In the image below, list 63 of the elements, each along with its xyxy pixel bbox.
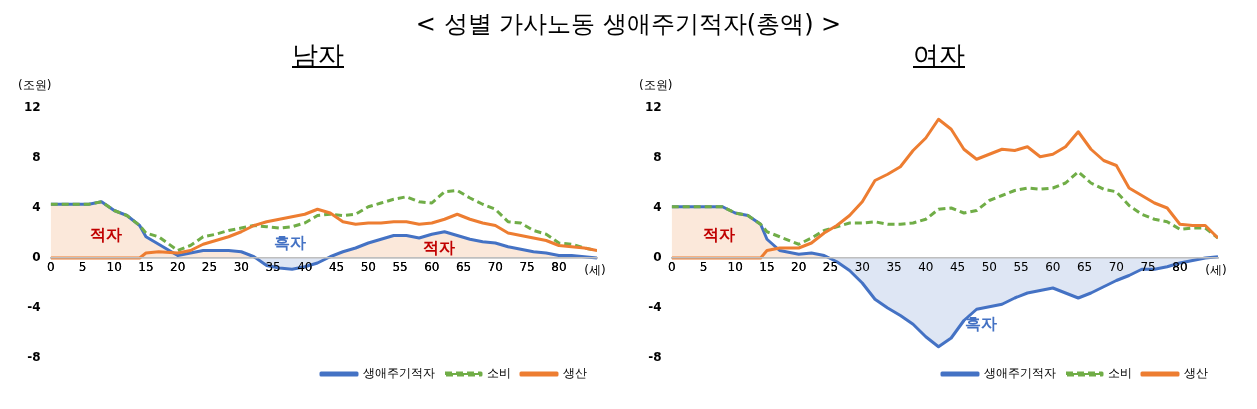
y-tick-label: 0 bbox=[653, 250, 662, 265]
annotation: 흑자 bbox=[274, 233, 307, 253]
y-tick-label: 4 bbox=[653, 200, 662, 215]
legend-label: 소비 bbox=[1108, 366, 1132, 381]
x-tick-label: 30 bbox=[233, 260, 249, 275]
y-tick-label: -4 bbox=[648, 300, 662, 315]
x-tick-label: 50 bbox=[981, 260, 997, 275]
x-tick-label: 55 bbox=[1013, 260, 1029, 275]
x-tick-label: 10 bbox=[106, 260, 122, 275]
x-tick-label: 75 bbox=[1140, 260, 1156, 275]
x-tick-label: 30 bbox=[854, 260, 870, 275]
y-tick-label: 12 bbox=[645, 100, 662, 115]
x-tick-label: 55 bbox=[392, 260, 408, 275]
y-axis-title: (조원) bbox=[18, 78, 52, 93]
y-tick-label: 8 bbox=[32, 150, 41, 165]
chart-title: < 성별 가사노동 생애주기적자(총액) > bbox=[414, 9, 843, 38]
y-tick-label: -8 bbox=[648, 350, 662, 365]
x-tick-label: 5 bbox=[78, 260, 87, 275]
legend-label: 생산 bbox=[563, 366, 587, 381]
annotation: 적자 bbox=[90, 224, 123, 244]
x-tick-label: 10 bbox=[727, 260, 743, 275]
y-tick-label: 4 bbox=[32, 200, 41, 215]
x-tick-label: 35 bbox=[265, 260, 281, 275]
legend-label: 생애주기적자 bbox=[984, 366, 1056, 381]
x-tick-label: 20 bbox=[791, 260, 807, 275]
x-tick-label: 5 bbox=[699, 260, 708, 275]
chart-title: 여자 bbox=[913, 40, 965, 70]
x-tick-label: 40 bbox=[918, 260, 934, 275]
y-tick-label: 12 bbox=[24, 100, 41, 115]
y-tick-label: -4 bbox=[27, 300, 41, 315]
x-tick-label: 45 bbox=[328, 260, 345, 275]
x-tick-label: 50 bbox=[360, 260, 376, 275]
annotation: 적자 bbox=[423, 238, 456, 258]
x-axis-title: (세) bbox=[1205, 263, 1227, 278]
x-tick-label: 75 bbox=[519, 260, 535, 275]
x-tick-label: 35 bbox=[886, 260, 902, 275]
x-tick-label: 15 bbox=[759, 260, 775, 275]
x-tick-label: 0 bbox=[667, 260, 676, 275]
y-axis-title: (조원) bbox=[639, 78, 673, 93]
x-tick-label: 70 bbox=[1108, 260, 1124, 275]
x-tick-label: 65 bbox=[455, 260, 472, 275]
x-tick-label: 25 bbox=[201, 260, 218, 275]
annotation: 흑자 bbox=[965, 313, 998, 333]
annotation: 적자 bbox=[703, 224, 736, 244]
chart-subtitle: 남자 bbox=[292, 40, 344, 70]
x-tick-label: 45 bbox=[949, 260, 966, 275]
x-tick-label: 60 bbox=[424, 260, 440, 275]
x-tick-label: 65 bbox=[1076, 260, 1093, 275]
x-tick-label: 0 bbox=[46, 260, 55, 275]
x-tick-label: 60 bbox=[1045, 260, 1061, 275]
x-tick-label: 80 bbox=[1172, 260, 1188, 275]
y-tick-label: 8 bbox=[653, 150, 662, 165]
y-tick-label: -8 bbox=[27, 350, 41, 365]
y-tick-label: 0 bbox=[32, 250, 41, 265]
legend-label: 소비 bbox=[487, 366, 511, 381]
x-axis-title: (세) bbox=[584, 263, 606, 278]
x-tick-label: 70 bbox=[487, 260, 503, 275]
x-tick-label: 20 bbox=[170, 260, 186, 275]
legend-label: 생애주기적자 bbox=[363, 366, 435, 381]
legend-label: 생산 bbox=[1184, 366, 1208, 381]
x-tick-label: 25 bbox=[822, 260, 839, 275]
x-tick-label: 80 bbox=[551, 260, 567, 275]
x-tick-label: 15 bbox=[138, 260, 154, 275]
